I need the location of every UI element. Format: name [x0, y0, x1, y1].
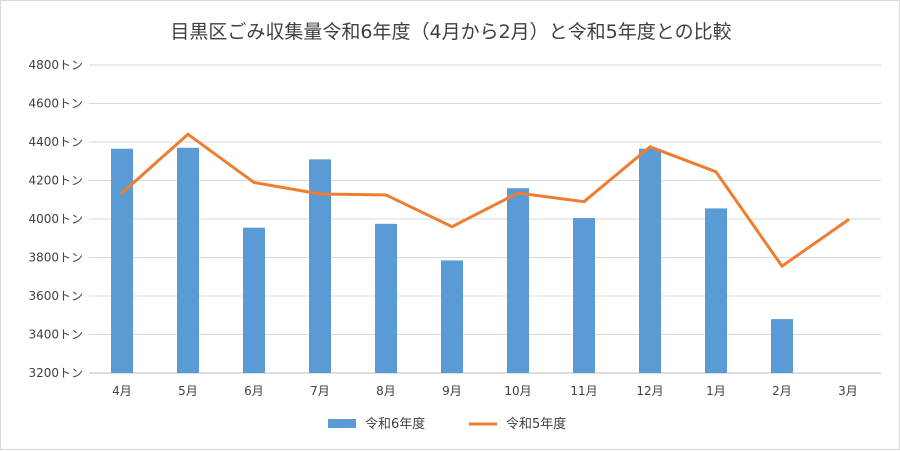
bar[interactable]: [573, 218, 595, 373]
line-point: [648, 145, 652, 149]
x-tick-label: 1月: [706, 384, 726, 398]
line-point: [780, 264, 784, 268]
x-tick-label: 12月: [636, 384, 663, 398]
x-tick-label: 10月: [504, 384, 531, 398]
line-point: [714, 170, 718, 174]
y-tick-label: 3800トン: [28, 251, 83, 265]
x-tick-label: 8月: [376, 384, 396, 398]
chart-title: 目黒区ごみ収集量令和6年度（4月から2月）と令和5年度との比較: [170, 21, 731, 43]
bar[interactable]: [441, 260, 463, 373]
bar[interactable]: [243, 227, 265, 373]
y-tick-label: 3200トン: [28, 366, 83, 380]
bar[interactable]: [705, 208, 727, 373]
line-point: [846, 218, 850, 222]
line-point: [582, 200, 586, 204]
bar-series: [111, 147, 793, 373]
x-tick-label: 3月: [838, 384, 858, 398]
legend-label-bar: 令和6年度: [365, 416, 425, 432]
y-tick-label: 3400トン: [28, 328, 83, 342]
line-series: [120, 132, 850, 268]
x-tick-label: 7月: [310, 384, 330, 398]
legend-label-line: 令和5年度: [506, 416, 566, 432]
y-tick-label: 4400トン: [28, 135, 83, 149]
bar[interactable]: [309, 159, 331, 373]
x-tick-label: 6月: [244, 384, 264, 398]
line-point: [516, 191, 520, 195]
line-point: [318, 192, 322, 196]
y-tick-label: 4800トン: [28, 58, 83, 72]
x-tick-label: 11月: [570, 384, 597, 398]
y-tick-label: 3600トン: [28, 289, 83, 303]
line-point: [186, 132, 190, 136]
line-point: [450, 225, 454, 229]
x-tick-label: 5月: [178, 384, 198, 398]
bar[interactable]: [507, 188, 529, 373]
x-tick-label: 4月: [112, 384, 132, 398]
bar[interactable]: [771, 319, 793, 373]
line-point: [384, 193, 388, 197]
legend-swatch-bar: [328, 419, 356, 428]
line-point: [120, 191, 124, 195]
y-tick-label: 4000トン: [28, 212, 83, 226]
bar[interactable]: [375, 223, 397, 373]
y-axis-ticks: 3200トン 3400トン 3600トン 3800トン 4000トン 4200トン 4400…: [28, 58, 83, 380]
bar[interactable]: [639, 148, 661, 373]
bar[interactable]: [177, 147, 199, 373]
series-line[interactable]: [120, 132, 850, 268]
x-axis-ticks: 4月 5月 6月 7月 8月 9月 10月 11月 12月 1月 2月 3月: [112, 384, 858, 398]
line-point: [252, 180, 256, 184]
x-tick-label: 9月: [442, 384, 462, 398]
grid-layer: [89, 64, 881, 374]
x-tick-label: 2月: [772, 384, 792, 398]
bar[interactable]: [111, 148, 133, 373]
y-tick-label: 4200トン: [28, 174, 83, 188]
y-tick-label: 4600トン: [28, 97, 83, 111]
legend[interactable]: 令和6年度 令和5年度: [328, 416, 566, 432]
